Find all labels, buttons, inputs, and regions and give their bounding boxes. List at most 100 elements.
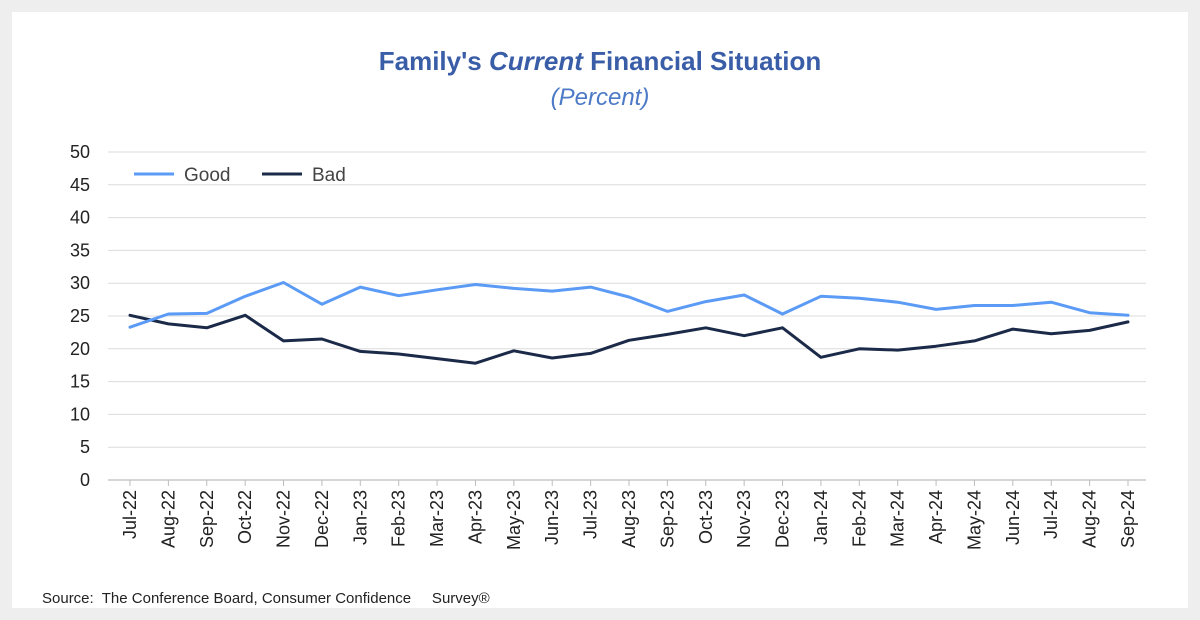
series-line-good bbox=[128, 281, 1130, 329]
y-tick-label: 40 bbox=[70, 208, 90, 228]
data-point-bad bbox=[436, 357, 438, 360]
source-note: Source: The Conference Board, Consumer C… bbox=[42, 590, 490, 607]
x-tick-label: Apr-23 bbox=[465, 490, 485, 544]
data-point-bad bbox=[359, 350, 362, 353]
data-point-good bbox=[513, 287, 515, 290]
x-tick-label: Jul-23 bbox=[581, 490, 601, 539]
data-point-good bbox=[244, 295, 246, 298]
x-tick-label: Apr-24 bbox=[926, 490, 946, 544]
y-tick-label: 25 bbox=[70, 306, 90, 326]
data-point-bad bbox=[205, 327, 208, 329]
y-tick-label: 20 bbox=[70, 339, 90, 359]
data-point-bad bbox=[1050, 332, 1053, 335]
data-point-good bbox=[205, 312, 208, 315]
data-point-good bbox=[436, 288, 438, 291]
legend-label-good: Good bbox=[184, 165, 230, 186]
data-point-good bbox=[628, 296, 630, 298]
y-tick-label: 50 bbox=[70, 142, 90, 162]
data-point-bad bbox=[820, 356, 822, 359]
data-point-good bbox=[282, 281, 285, 284]
chart-title-end: Financial Situation bbox=[582, 46, 822, 76]
chart-panel: Family's Current Financial Situation (Pe… bbox=[12, 12, 1188, 608]
data-point-bad bbox=[321, 338, 323, 340]
data-point-good bbox=[129, 326, 131, 328]
data-point-bad bbox=[973, 340, 976, 342]
y-tick-label: 35 bbox=[70, 240, 90, 260]
x-tick-label: Aug-22 bbox=[158, 490, 178, 548]
data-point-bad bbox=[1127, 321, 1129, 323]
x-tick-label: Oct-23 bbox=[696, 490, 716, 544]
x-tick-label: Jun-23 bbox=[542, 490, 562, 545]
data-point-bad bbox=[1088, 329, 1091, 332]
data-point-bad bbox=[858, 348, 861, 350]
data-point-good bbox=[1127, 314, 1129, 317]
x-tick-label: Sep-23 bbox=[657, 490, 677, 548]
data-point-bad bbox=[129, 314, 131, 317]
x-tick-label: Jul-24 bbox=[1041, 490, 1061, 539]
data-point-bad bbox=[628, 339, 630, 342]
data-point-good bbox=[1012, 304, 1014, 307]
x-tick-label: May-23 bbox=[504, 490, 524, 550]
data-point-good bbox=[743, 294, 745, 296]
y-tick-label: 45 bbox=[70, 175, 90, 195]
data-point-bad bbox=[589, 352, 592, 355]
y-tick-label: 10 bbox=[70, 404, 90, 424]
data-point-bad bbox=[704, 327, 707, 329]
data-point-bad bbox=[167, 323, 170, 325]
series-line-bad bbox=[128, 313, 1130, 365]
x-tick-label: Jan-23 bbox=[350, 490, 370, 545]
data-point-good bbox=[1050, 301, 1053, 304]
legend-label-bad: Bad bbox=[312, 165, 346, 186]
data-point-good bbox=[1088, 311, 1091, 314]
data-point-good bbox=[781, 313, 784, 315]
data-point-good bbox=[820, 295, 822, 298]
data-point-good bbox=[589, 286, 592, 288]
x-tick-label: May-24 bbox=[964, 490, 984, 550]
x-tick-label: Aug-24 bbox=[1080, 490, 1100, 548]
data-point-good bbox=[896, 301, 899, 304]
data-point-good bbox=[167, 313, 170, 315]
x-tick-label: Dec-22 bbox=[312, 490, 332, 548]
data-point-good bbox=[551, 290, 554, 292]
x-tick-label: Jan-24 bbox=[811, 490, 831, 545]
x-tick-label: Nov-22 bbox=[274, 490, 294, 548]
x-tick-label: Feb-24 bbox=[849, 490, 869, 547]
x-tick-label: Aug-23 bbox=[619, 490, 639, 548]
y-tick-label: 0 bbox=[80, 470, 90, 490]
data-point-good bbox=[704, 300, 707, 303]
x-tick-label: Sep-22 bbox=[197, 490, 217, 548]
data-point-good bbox=[858, 297, 861, 300]
x-tick-label: Jul-22 bbox=[120, 490, 140, 539]
data-point-good bbox=[666, 310, 669, 313]
chart-title-emphasis: Current bbox=[488, 46, 583, 76]
x-tick-label: Oct-22 bbox=[235, 490, 255, 544]
chart-title: Family's Current Financial Situation bbox=[12, 46, 1188, 77]
data-point-good bbox=[321, 303, 323, 305]
data-point-good bbox=[359, 286, 362, 288]
data-point-bad bbox=[781, 327, 784, 329]
data-point-bad bbox=[743, 334, 745, 337]
x-tick-label: Nov-23 bbox=[734, 490, 754, 548]
x-tick-label: Mar-23 bbox=[427, 490, 447, 547]
data-point-good bbox=[973, 304, 976, 307]
data-point-bad bbox=[474, 362, 477, 365]
data-point-bad bbox=[282, 340, 285, 342]
x-tick-label: Jun-24 bbox=[1003, 490, 1023, 545]
chart-subtitle: (Percent) bbox=[550, 84, 650, 111]
x-tick-label: Dec-23 bbox=[773, 490, 793, 548]
data-point-good bbox=[935, 308, 937, 311]
x-tick-label: Feb-23 bbox=[389, 490, 409, 547]
data-point-good bbox=[474, 283, 477, 286]
data-point-bad bbox=[896, 349, 899, 351]
y-tick-label: 5 bbox=[80, 437, 90, 457]
data-point-bad bbox=[551, 357, 554, 359]
data-point-bad bbox=[244, 314, 246, 317]
y-tick-label: 30 bbox=[70, 273, 90, 293]
data-point-bad bbox=[513, 349, 515, 352]
data-point-bad bbox=[397, 353, 400, 355]
y-tick-label: 15 bbox=[70, 372, 90, 392]
chart-title-start: Family's bbox=[378, 46, 489, 76]
data-point-good bbox=[397, 294, 400, 297]
x-tick-label: Sep-24 bbox=[1118, 490, 1138, 548]
